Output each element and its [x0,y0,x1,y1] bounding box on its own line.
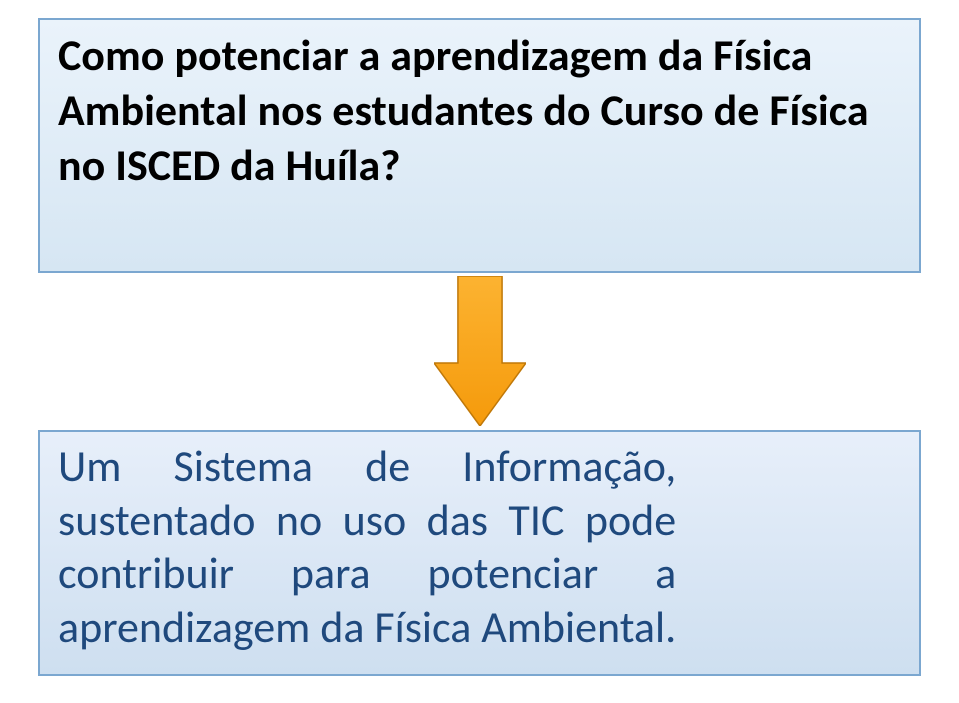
question-text: Como potenciar a aprendizagem da Física … [58,28,901,193]
answer-line: contribuir para potenciar a [58,547,676,601]
answer-line: aprendizagem da Física Ambiental. [58,601,676,655]
arrow-icon [434,276,526,426]
answer-line: Um Sistema de Informação, [58,440,676,494]
answer-box: Um Sistema de Informação,sustentado no u… [38,430,921,676]
down-arrow [434,276,526,426]
question-box: Como potenciar a aprendizagem da Física … [38,18,921,273]
answer-line: sustentado no uso das TIC pode [58,494,676,548]
answer-text: Um Sistema de Informação,sustentado no u… [58,440,676,655]
